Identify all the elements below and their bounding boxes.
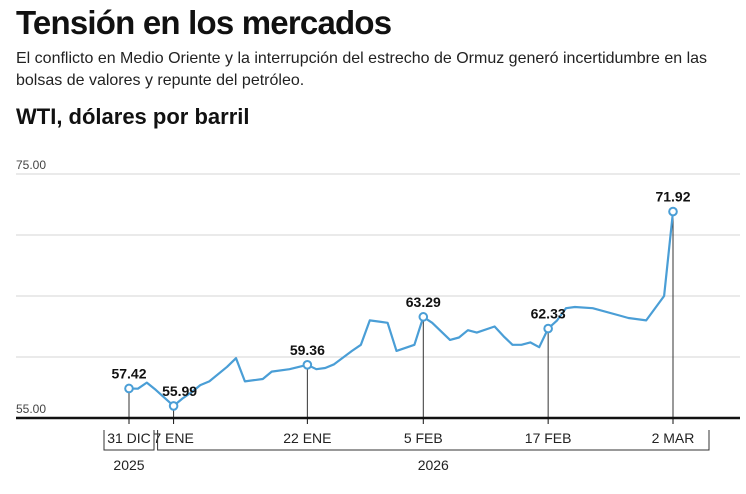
data-label: 59.36 [290,342,325,358]
year-groups: 2025 2026 [103,430,710,473]
data-label: 57.42 [111,365,146,381]
year-label: 2025 [113,457,144,473]
data-label: 62.33 [531,306,566,322]
data-point-marker [168,401,179,411]
year-label: 2026 [418,457,449,473]
data-point-marker [124,383,134,394]
x-tick-label: 7 ENE [153,430,193,446]
y-tick-label-top: 75.00 [16,158,46,172]
data-label: 71.92 [655,189,690,205]
data-point-marker [543,323,553,334]
chart-gridlines [16,173,740,358]
x-tick-label: 5 FEB [404,430,443,446]
labeled-data-points: 57.42 55.99 59.36 63.29 62.33 71.92 [111,189,691,411]
x-tick-label: 31 DIC [107,430,151,446]
data-point-marker [302,360,313,370]
year-bracket [157,430,710,451]
data-point-marker [668,206,678,217]
y-axis-labels: 75.00 55.00 [16,158,46,416]
wti-price-line [128,211,675,407]
year-bracket [103,430,155,451]
x-tick-label: 22 ENE [283,430,331,446]
data-label: 63.29 [406,294,441,310]
label-droplines [128,215,674,418]
data-label: 55.99 [162,383,197,399]
chart-title: WTI, dólares por barril [16,104,250,129]
x-axis-ticks: 31 DIC 7 ENE 22 ENE 5 FEB 17 FEB 2 MAR [107,418,694,446]
data-point-marker [418,312,429,322]
x-tick-label: 17 FEB [525,430,572,446]
x-tick-label: 2 MAR [652,430,695,446]
page-subtitle: El conflicto en Medio Oriente y la inter… [16,50,708,89]
y-tick-label-bottom: 55.00 [16,402,46,416]
page-title: Tensión en los mercados [16,4,392,41]
